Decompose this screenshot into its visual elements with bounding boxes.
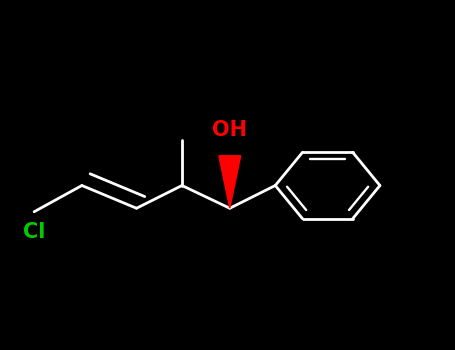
Polygon shape <box>219 156 241 208</box>
Text: Cl: Cl <box>23 222 46 242</box>
Text: OH: OH <box>212 120 247 140</box>
